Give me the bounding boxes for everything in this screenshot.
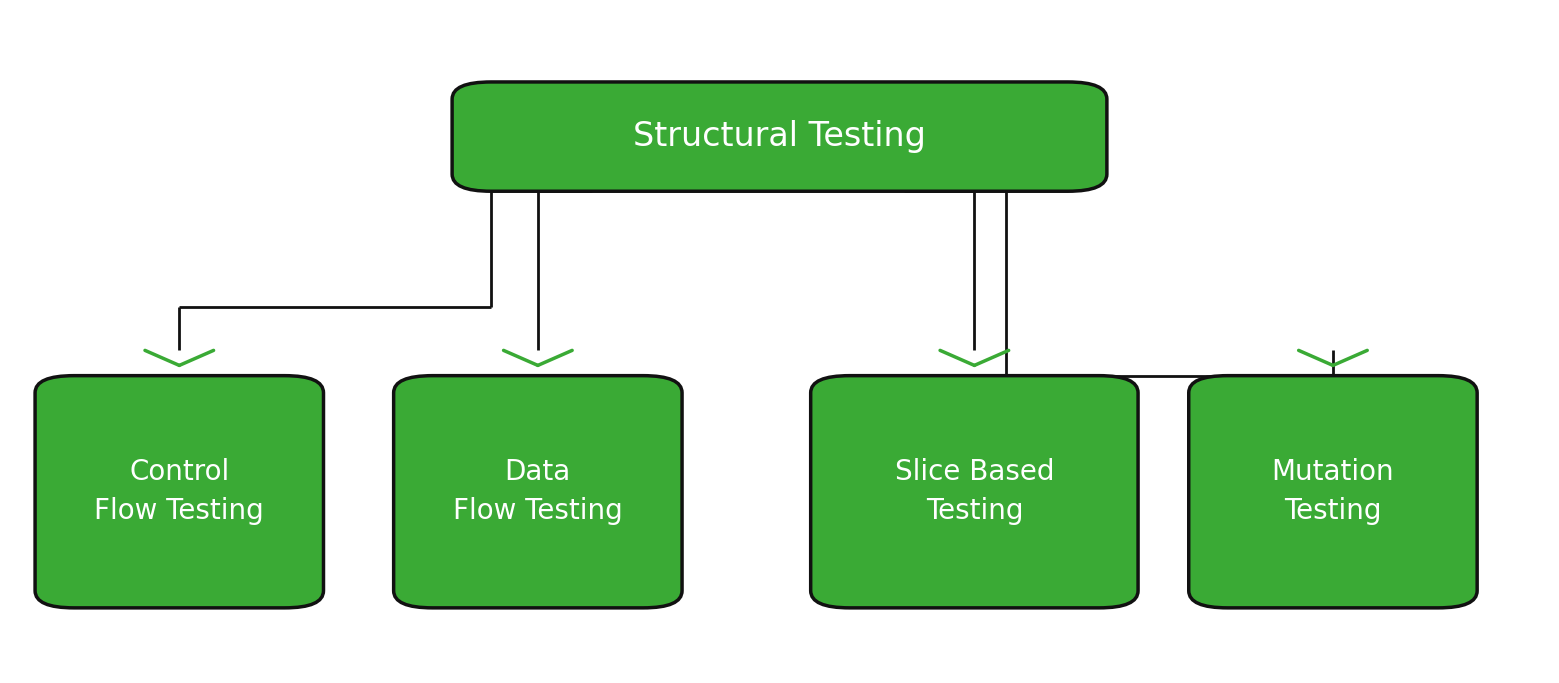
Text: Structural Testing: Structural Testing [633,120,926,153]
FancyBboxPatch shape [36,376,324,608]
Text: Mutation
Testing: Mutation Testing [1272,458,1394,525]
Text: Control
Flow Testing: Control Flow Testing [95,458,263,525]
FancyBboxPatch shape [452,82,1107,191]
FancyBboxPatch shape [811,376,1138,608]
FancyBboxPatch shape [393,376,681,608]
Text: Slice Based
Testing: Slice Based Testing [895,458,1054,525]
Text: Data
Flow Testing: Data Flow Testing [454,458,622,525]
FancyBboxPatch shape [1188,376,1476,608]
